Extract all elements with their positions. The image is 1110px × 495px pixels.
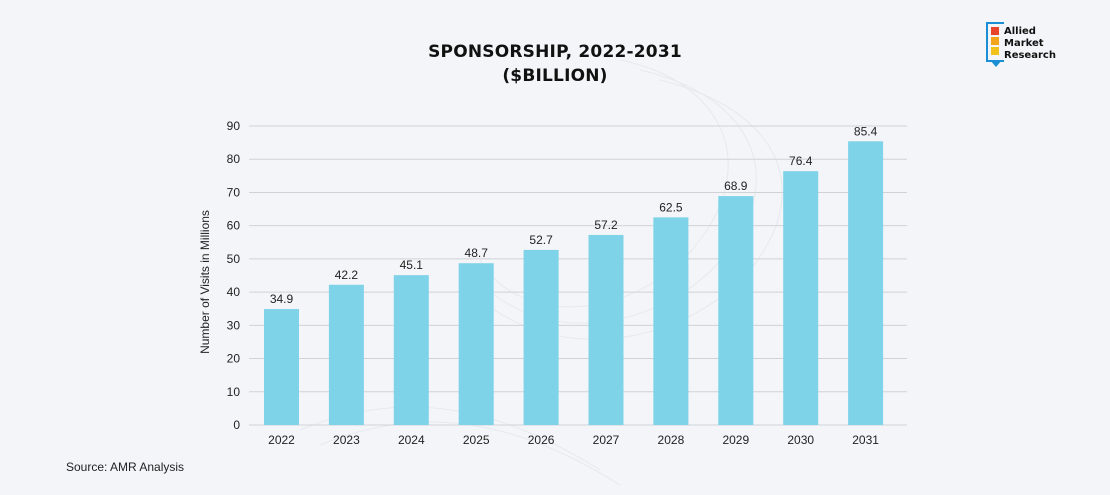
y-tick-label: 10 (227, 385, 241, 399)
chart-title-line1: SPONSORSHIP, 2022-2031 (428, 42, 682, 62)
x-tick-label-2025: 2025 (463, 433, 490, 447)
data-label-2023: 42.2 (335, 268, 359, 282)
y-axis-ticks: 0 10 20 30 40 50 60 70 80 90 (227, 119, 241, 432)
x-tick-label-2023: 2023 (333, 433, 360, 447)
bar-2023 (328, 284, 364, 425)
x-tick-label-2026: 2026 (528, 433, 555, 447)
data-label-2026: 52.7 (529, 233, 553, 247)
logo-line2: Market (1004, 38, 1044, 49)
logo-square-orange (991, 37, 999, 45)
data-label-2022: 34.9 (270, 292, 294, 306)
bar-2024 (393, 275, 429, 425)
bars (264, 141, 884, 425)
bar-2025 (458, 263, 494, 425)
x-tick-label-2030: 2030 (787, 433, 814, 447)
bar-2031 (848, 141, 884, 425)
x-tick-label-2022: 2022 (268, 433, 295, 447)
y-tick-label: 20 (227, 352, 241, 366)
x-tick-label-2024: 2024 (398, 433, 425, 447)
y-tick-label: 80 (227, 152, 241, 166)
x-tick-label-2028: 2028 (658, 433, 685, 447)
chart-title-line2: ($BILLION) (502, 66, 608, 86)
data-label-2025: 48.7 (465, 246, 489, 260)
brand-logo: Allied Market Research (986, 22, 1082, 68)
bar-2028 (653, 217, 689, 425)
data-label-2030: 76.4 (789, 154, 813, 168)
x-axis-ticks: 2022 2023 2024 2025 2026 2027 2028 2029 2030 2031 (268, 433, 879, 447)
x-tick-label-2031: 2031 (852, 433, 879, 447)
data-label-2029: 68.9 (724, 179, 748, 193)
logo-square-yellow (991, 47, 999, 55)
y-tick-label: 30 (227, 318, 241, 332)
data-labels: 34.9 42.2 45.1 48.7 52.7 57.2 62.5 68.9 76.4 85.4 (270, 124, 878, 306)
source-note: Source: AMR Analysis (66, 460, 185, 474)
logo-square-red (991, 27, 999, 35)
data-label-2028: 62.5 (659, 200, 683, 214)
x-tick-label-2029: 2029 (722, 433, 749, 447)
y-tick-label: 70 (227, 185, 241, 199)
data-label-2024: 45.1 (400, 258, 424, 272)
bar-2026 (523, 249, 559, 425)
data-label-2027: 57.2 (594, 218, 618, 232)
y-tick-label: 50 (227, 252, 241, 266)
bar-2029 (718, 196, 754, 425)
data-label-2031: 85.4 (854, 124, 878, 138)
bar-2022 (264, 309, 299, 425)
y-tick-label: 90 (227, 119, 241, 133)
x-tick-label-2027: 2027 (593, 433, 620, 447)
y-axis-title: Number of Visits in Millions (198, 210, 212, 354)
logo-line3: Research (1004, 50, 1056, 61)
y-tick-label: 60 (227, 219, 241, 233)
bar-2027 (588, 234, 624, 425)
logo-tail (990, 60, 1002, 67)
y-tick-label: 0 (233, 418, 240, 432)
logo-line1: Allied (1004, 26, 1036, 37)
y-tick-label: 40 (227, 285, 241, 299)
bar-2030 (783, 171, 819, 425)
